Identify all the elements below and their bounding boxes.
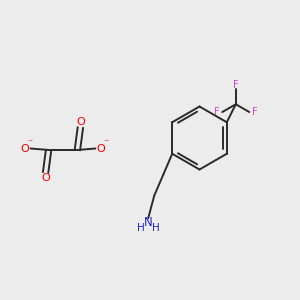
Text: O: O: [21, 143, 30, 154]
Text: F: F: [214, 107, 220, 117]
Text: ⁻: ⁻: [103, 138, 108, 148]
Text: H: H: [152, 223, 159, 233]
Text: H: H: [137, 223, 145, 233]
Text: F: F: [233, 80, 238, 90]
Text: O: O: [96, 143, 105, 154]
Text: O: O: [76, 117, 85, 128]
Text: F: F: [252, 107, 257, 117]
Text: N: N: [144, 216, 153, 229]
Text: O: O: [41, 172, 50, 183]
Text: ⁻: ⁻: [27, 138, 33, 148]
